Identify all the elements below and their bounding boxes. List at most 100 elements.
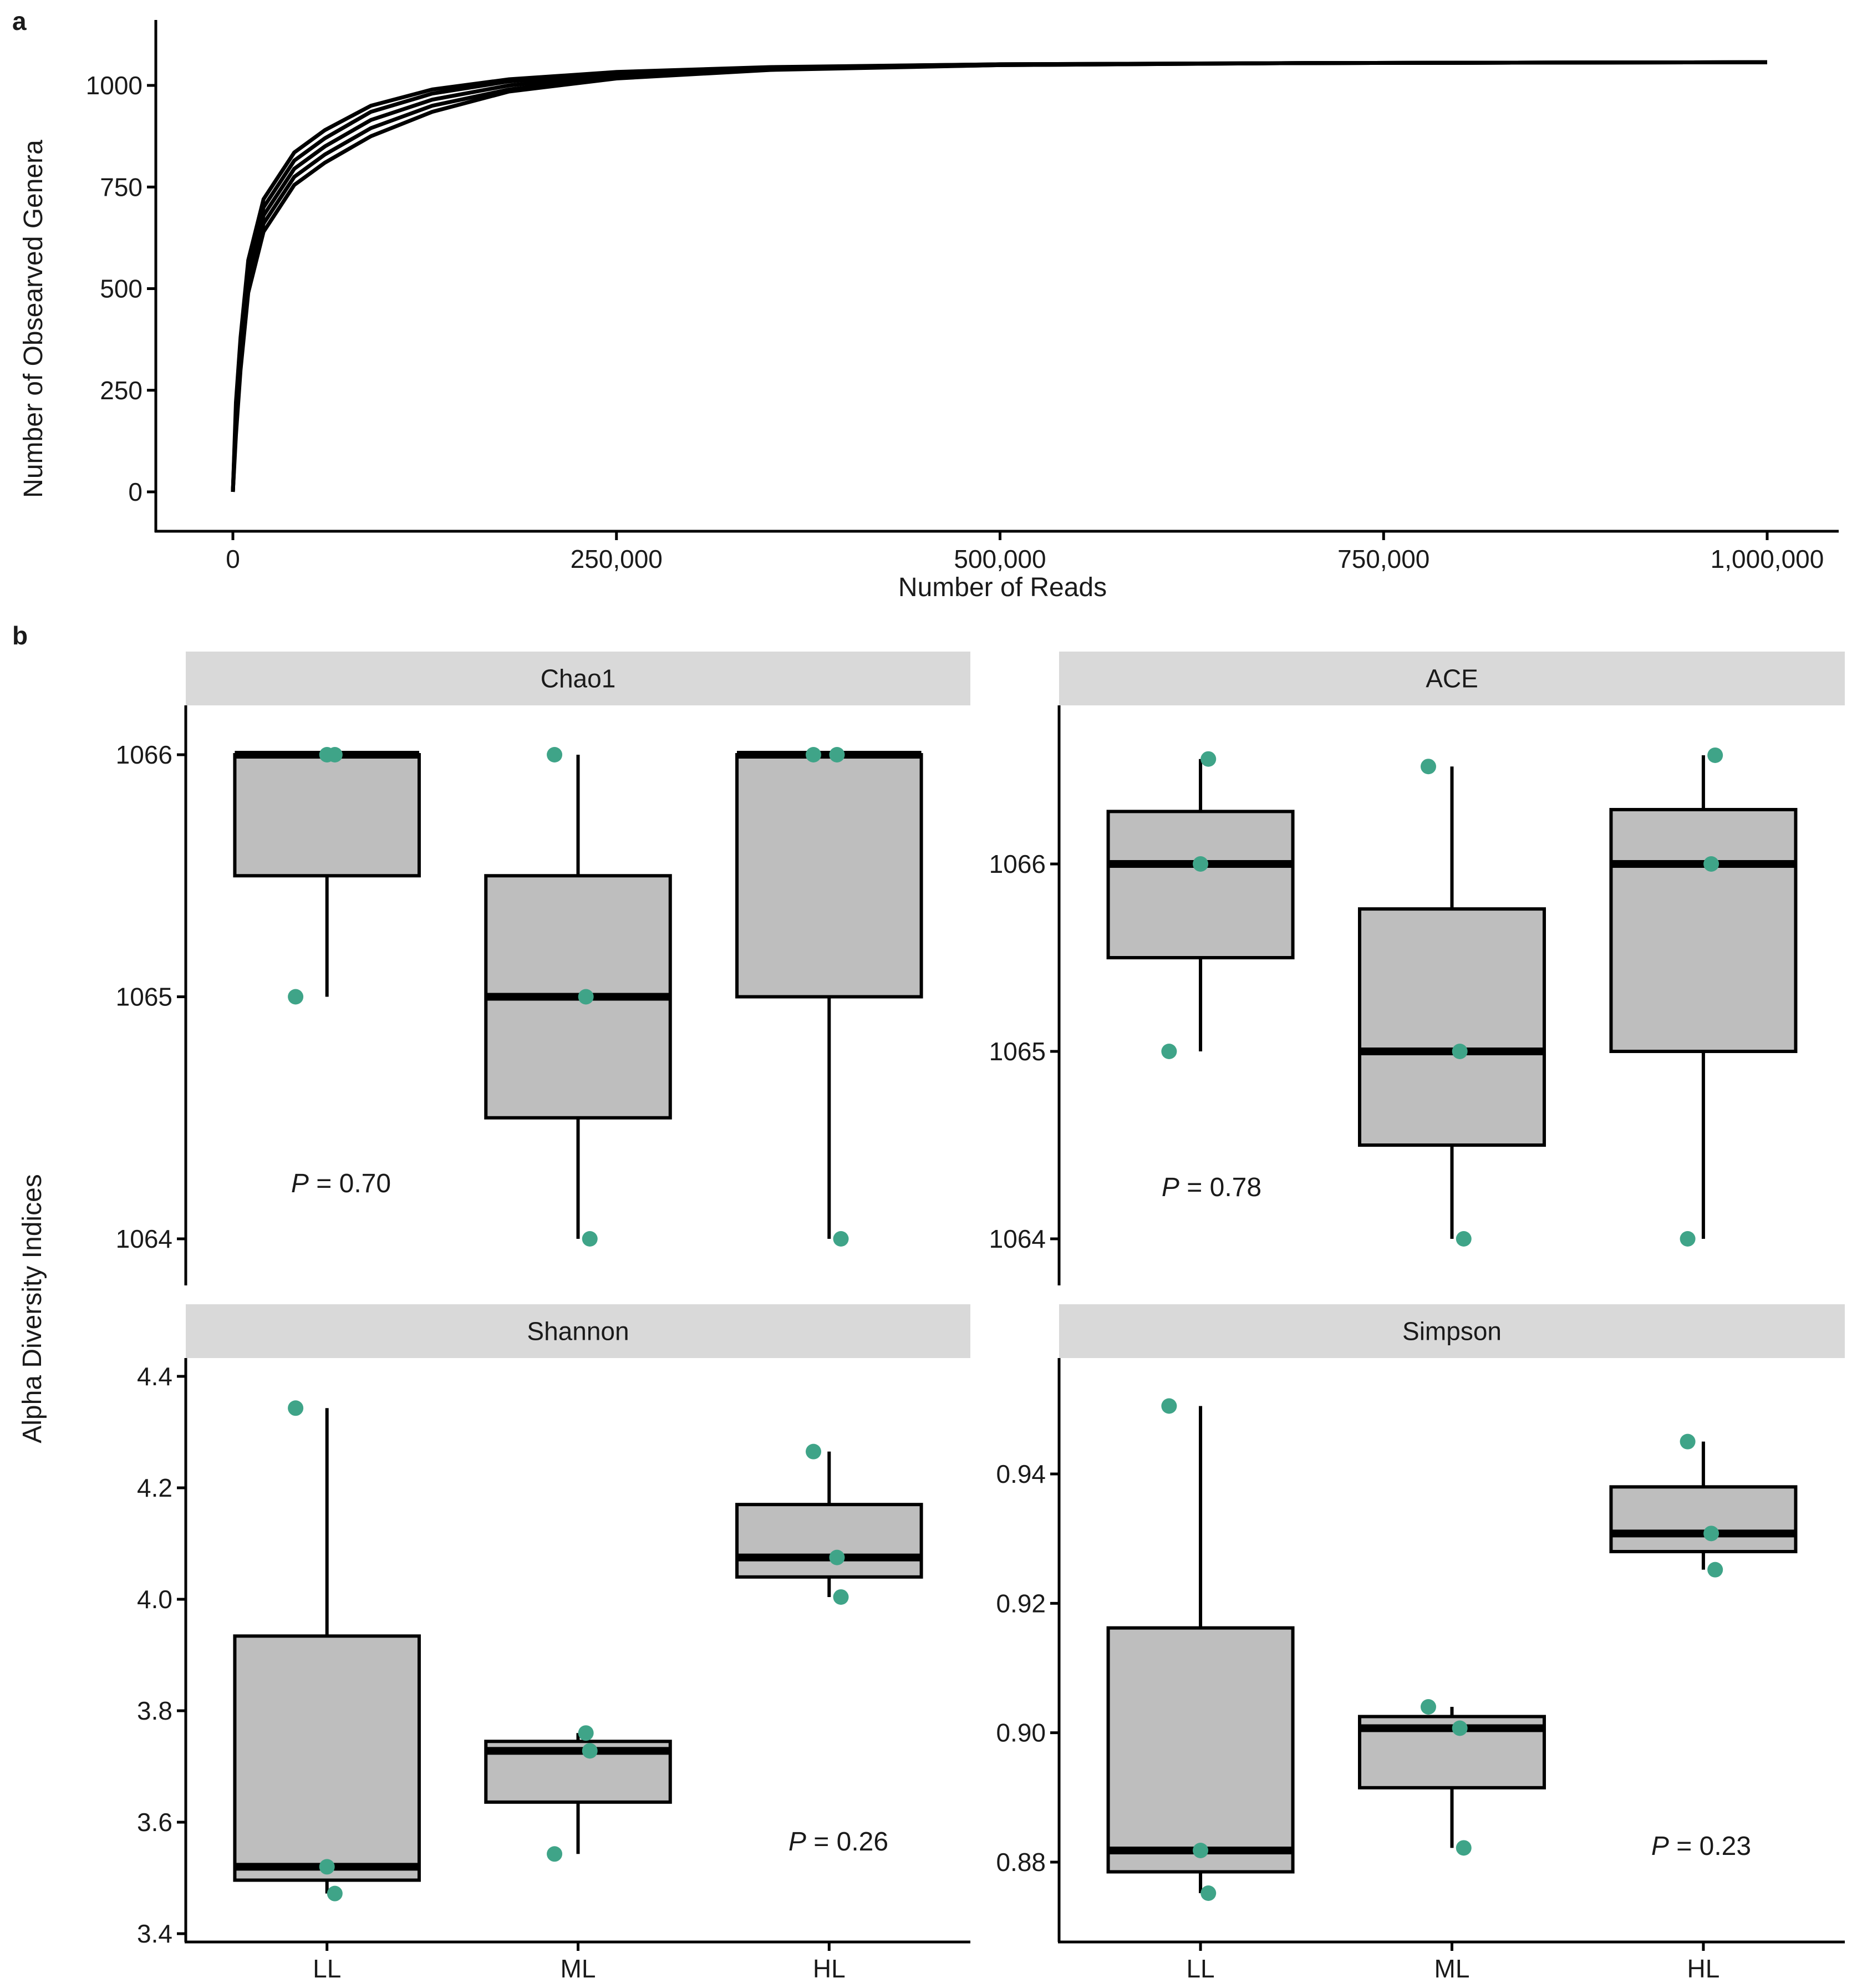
shannon-point-ml [578, 1725, 594, 1741]
simpson-point-hl [1707, 1562, 1723, 1578]
shannon-point-ll [319, 1859, 335, 1875]
chao1-y-tick-label: 1064 [116, 1224, 172, 1253]
shannon-strip-title: Shannon [527, 1317, 629, 1346]
chao1-point-hl [833, 1231, 849, 1247]
simpson-point-hl [1703, 1526, 1719, 1542]
chao1-box-hl [735, 753, 923, 999]
shannon-point-ml [582, 1743, 598, 1759]
simpson-point-ll [1193, 1843, 1209, 1858]
simpson-strip [1059, 1304, 1845, 1358]
ace-point-hl [1707, 747, 1723, 763]
shannon-x-tick-label: HL [813, 1954, 846, 1983]
ace-box-ml [1358, 907, 1546, 1147]
rarefaction-curve-5 [231, 60, 1768, 492]
ace-y-tick-label: 1064 [989, 1224, 1046, 1253]
chao1-p-symbol: P [291, 1169, 309, 1198]
shannon-y-tick-label: 3.4 [137, 1919, 172, 1948]
shannon-y-tick-label: 3.6 [137, 1808, 172, 1837]
facet-shannon: Shannon 3.4 3.6 3.8 4.0 4.2 4.4 LL ML HL P = 0.26 [137, 1304, 970, 1983]
ace-point-ml [1456, 1231, 1472, 1247]
ace-point-ll [1200, 751, 1217, 767]
panel-a-x-tick-label: 750,000 [1337, 545, 1429, 573]
ace-point-ll [1161, 1044, 1177, 1059]
ace-y-tick-label: 1065 [989, 1037, 1046, 1066]
ace-box-hl [1609, 807, 1798, 1053]
panel-a-y-tick-label: 1000 [86, 71, 143, 100]
simpson-point-ml [1452, 1720, 1468, 1736]
panel-a-y-axis-title: Number of Obsearved Genera [19, 140, 48, 498]
chao1-point-ll [327, 747, 343, 762]
simpson-p-equals: = [1669, 1832, 1700, 1861]
ace-strip [1059, 652, 1845, 705]
simpson-point-hl [1680, 1433, 1696, 1450]
simpson-y-tick-label: 0.88 [996, 1848, 1046, 1877]
ace-y-tick-label: 1066 [989, 850, 1046, 878]
simpson-y-tick-label: 0.94 [996, 1460, 1046, 1488]
shannon-y-tick-label: 3.8 [137, 1696, 172, 1725]
chao1-point-ll [288, 989, 304, 1005]
panel-a-y-tick-label: 250 [100, 376, 143, 405]
shannon-point-ll [327, 1885, 343, 1901]
shannon-point-hl [829, 1549, 845, 1565]
simpson-point-ml [1420, 1699, 1436, 1715]
simpson-p-value: P = 0.23 [1651, 1832, 1751, 1861]
shannon-box-hl [735, 1503, 923, 1579]
chao1-point-ml [578, 989, 594, 1005]
simpson-p-symbol: P [1651, 1832, 1669, 1861]
rarefaction-chart: 0 250 500 750 1000 0 250,000 500,000 750,000 1,0… [19, 20, 1839, 602]
panel-a-y-tick-label: 500 [100, 274, 143, 303]
shannon-x-tick-label: LL [313, 1954, 341, 1983]
simpson-point-ml [1456, 1840, 1472, 1856]
simpson-x-tick-label: HL [1687, 1954, 1720, 1983]
chao1-point-ml [582, 1231, 598, 1247]
simpson-strip-title: Simpson [1402, 1317, 1502, 1346]
shannon-p-symbol: P [788, 1827, 806, 1857]
chao1-p-value: P = 0.70 [291, 1169, 391, 1198]
panel-a-y-tick-label: 0 [128, 477, 143, 506]
shannon-y-tick-label: 4.4 [137, 1362, 172, 1391]
ace-p-number: 0.78 [1210, 1173, 1261, 1202]
ace-point-hl [1680, 1231, 1696, 1247]
shannon-y-tick-label: 4.0 [137, 1585, 172, 1614]
chao1-point-hl [829, 747, 845, 762]
simpson-box-ll [1106, 1626, 1295, 1874]
shannon-point-ml [547, 1846, 563, 1862]
simpson-y-tick-label: 0.90 [996, 1718, 1046, 1747]
panel-a-x-ticks: 0 250,000 500,000 750,000 1,000,000 [226, 531, 1824, 573]
rarefaction-curves [231, 60, 1768, 492]
simpson-p-number: 0.23 [1700, 1832, 1751, 1861]
chao1-strip [186, 652, 970, 705]
shannon-point-hl [833, 1589, 849, 1605]
simpson-point-ll [1161, 1398, 1177, 1414]
chao1-y-tick-label: 1065 [116, 983, 172, 1011]
simpson-x-tick-label: LL [1186, 1954, 1214, 1983]
shannon-point-ll [288, 1400, 304, 1416]
panel-a-x-axis-title: Number of Reads [898, 573, 1107, 602]
panel-a-x-tick-label: 500,000 [954, 545, 1046, 573]
simpson-y-tick-label: 0.92 [996, 1589, 1046, 1618]
panel-b-tag: b [12, 621, 28, 650]
shannon-point-hl [806, 1443, 821, 1460]
ace-point-ml [1420, 759, 1436, 775]
chao1-strip-title: Chao1 [541, 664, 616, 693]
chao1-point-hl [806, 747, 821, 762]
chao1-box-ll [233, 753, 421, 878]
chao1-y-tick-label: 1066 [116, 740, 172, 769]
ace-point-ll [1193, 856, 1209, 872]
ace-box-ll [1106, 810, 1295, 959]
panel-a-y-ticks: 0 250 500 750 1000 [86, 71, 156, 506]
chao1-p-equals: = [309, 1169, 339, 1198]
shannon-p-equals: = [806, 1827, 837, 1857]
panel-a-x-tick-label: 1,000,000 [1711, 545, 1824, 573]
panel-a-tag: a [12, 7, 27, 35]
chao1-point-ml [547, 747, 563, 762]
panel-a-y-tick-label: 750 [100, 172, 143, 201]
shannon-p-value: P = 0.26 [788, 1827, 888, 1857]
chao1-p-number: 0.70 [339, 1169, 391, 1198]
facet-ace: ACE 1064 1065 1066 P = 0.78 [989, 652, 1845, 1285]
shannon-x-tick-label: ML [561, 1954, 596, 1983]
panel-a-x-tick-label: 250,000 [571, 545, 663, 573]
ace-p-equals: = [1179, 1173, 1210, 1202]
facet-simpson: Simpson 0.88 0.90 0.92 0.94 LL ML HL P = 0.23 [996, 1304, 1845, 1983]
